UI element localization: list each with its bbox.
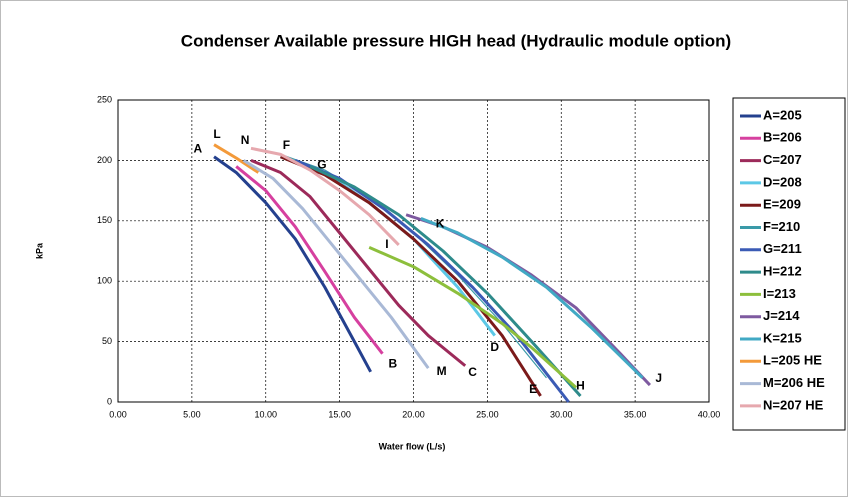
- legend-label: G=211: [763, 241, 802, 256]
- chart-title: Condenser Available pressure HIGH head (…: [181, 31, 731, 50]
- x-tick-label: 5.00: [183, 409, 201, 419]
- legend-label: K=215: [763, 330, 802, 345]
- y-tick-label: 50: [102, 336, 112, 346]
- annotation: F: [283, 138, 290, 152]
- series-line: [420, 216, 644, 379]
- legend-label: B=206: [763, 130, 802, 145]
- y-axis-label: kPa: [34, 242, 44, 259]
- x-tick-label: 40.00: [698, 409, 721, 419]
- annotation: M: [437, 364, 447, 378]
- legend-box: [732, 97, 846, 431]
- x-tick-label: 15.00: [328, 409, 351, 419]
- annotation: D: [490, 340, 499, 354]
- x-axis-label: Water flow (L/s): [379, 441, 446, 451]
- series-line: [235, 165, 384, 355]
- y-tick-label: 100: [97, 276, 112, 286]
- legend-label: H=212: [763, 264, 802, 279]
- x-tick-label: 10.00: [254, 409, 277, 419]
- annotation: G: [317, 157, 326, 171]
- series-line: [213, 143, 260, 174]
- y-tick-label: 200: [97, 155, 112, 165]
- annotation: C: [468, 365, 477, 379]
- legend-label: J=214: [763, 308, 800, 323]
- series-line: [309, 165, 582, 397]
- legend-label: D=208: [763, 174, 802, 189]
- annotation: B: [388, 357, 397, 371]
- legend-label: C=207: [763, 152, 802, 167]
- x-tick-label: 30.00: [550, 409, 573, 419]
- annotation: L: [213, 127, 220, 141]
- annotation: A: [193, 142, 202, 156]
- series-line: [250, 146, 400, 247]
- annotation: I: [385, 237, 388, 251]
- annotation: E: [529, 382, 537, 396]
- legend-label: M=206 HE: [763, 375, 825, 390]
- legend-label: A=205: [763, 107, 802, 122]
- annotation: N: [241, 133, 250, 147]
- legend-label: N=207 HE: [763, 397, 824, 412]
- x-tick-label: 0.00: [109, 409, 127, 419]
- series-line: [368, 246, 578, 389]
- legend-label: L=205 HE: [763, 353, 822, 368]
- series-line: [250, 159, 467, 367]
- legend-label: I=213: [763, 286, 796, 301]
- annotation: H: [576, 378, 585, 392]
- y-tick-label: 250: [97, 94, 112, 104]
- series-line: [242, 159, 430, 370]
- annotation: K: [436, 217, 445, 231]
- legend-label: E=209: [763, 197, 801, 212]
- y-tick-label: 150: [97, 215, 112, 225]
- legend-label: F=210: [763, 219, 800, 234]
- x-tick-label: 25.00: [476, 409, 499, 419]
- series-line: [213, 155, 372, 373]
- x-tick-label: 35.00: [624, 409, 647, 419]
- y-tick-label: 0: [107, 396, 112, 406]
- x-tick-label: 20.00: [402, 409, 425, 419]
- annotation: J: [655, 371, 662, 385]
